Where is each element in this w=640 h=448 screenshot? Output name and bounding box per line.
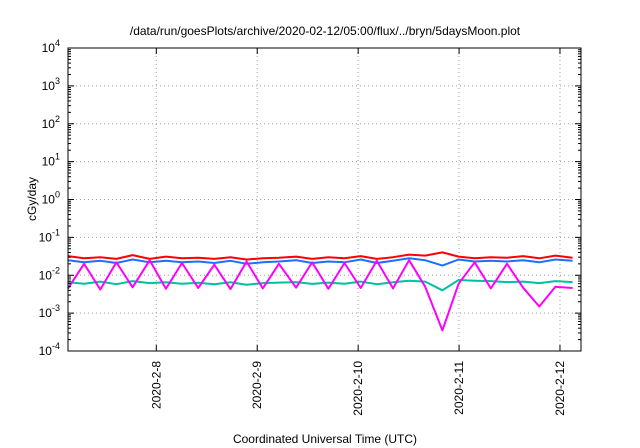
x-tick-label: 2020-2-9 bbox=[250, 361, 264, 409]
x-tick-label: 2020-2-8 bbox=[149, 361, 163, 409]
y-tick-label: 10-3 bbox=[39, 303, 60, 320]
x-tick-label: 2020-2-10 bbox=[351, 361, 365, 416]
x-axis: 2020-2-8 2020-2-9 2020-2-10 2020-2-11 2020-2… bbox=[149, 48, 567, 416]
series-line-3 bbox=[67, 279, 573, 292]
series-line-1 bbox=[67, 251, 573, 261]
chart-title: /data/run/goesPlots/archive/2020-02-12/0… bbox=[130, 24, 521, 38]
series-layer bbox=[67, 251, 573, 332]
y-tick-label: 104 bbox=[42, 38, 60, 55]
y-axis-label: cGy/day bbox=[25, 177, 39, 221]
y-tick-label: 10-4 bbox=[39, 341, 60, 358]
grid bbox=[68, 48, 581, 351]
y-tick-label: 10-2 bbox=[39, 265, 60, 282]
y-tick-label: 103 bbox=[42, 76, 60, 93]
series-line-4 bbox=[67, 259, 573, 332]
y-tick-label: 102 bbox=[42, 114, 60, 131]
x-axis-label: Coordinated Universal Time (UTC) bbox=[233, 432, 417, 446]
y-tick-label: 10-1 bbox=[39, 227, 60, 244]
y-axis: 10-4 10-3 10-2 10-1 100 101 102 103 104 bbox=[39, 38, 581, 358]
y-tick-label: 101 bbox=[42, 152, 60, 169]
series-line-2 bbox=[67, 257, 573, 267]
x-tick-label: 2020-2-12 bbox=[553, 361, 567, 416]
y-tick-label: 100 bbox=[42, 190, 60, 207]
x-tick-label: 2020-2-11 bbox=[452, 361, 466, 415]
